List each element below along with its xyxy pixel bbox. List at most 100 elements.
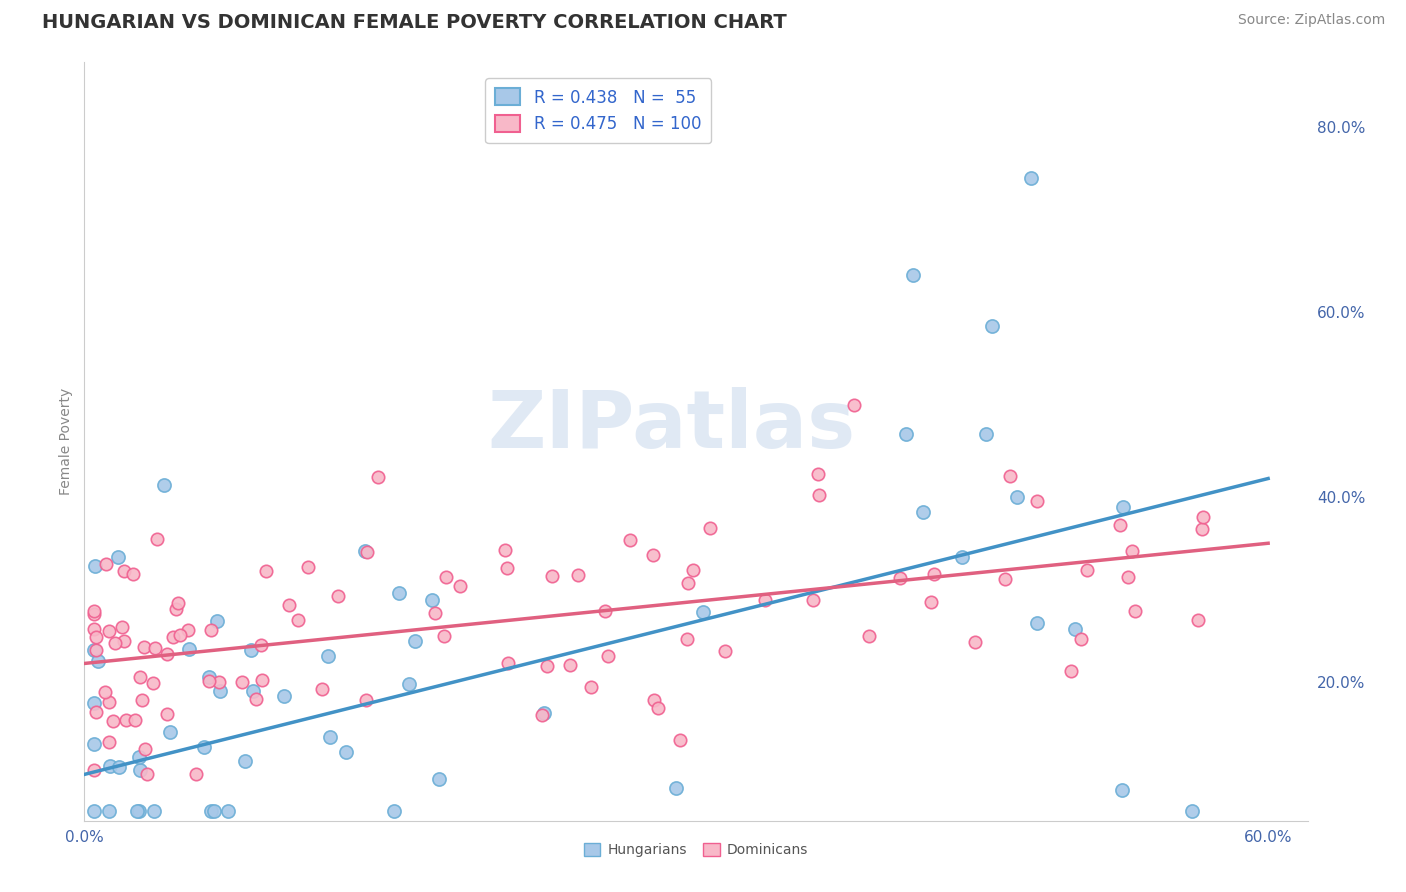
- Point: [87, 654, 110, 668]
- Point: [911, 505, 934, 519]
- Point: [367, 470, 389, 484]
- Point: [193, 740, 215, 755]
- Point: [643, 693, 665, 707]
- Point: [159, 725, 181, 739]
- Point: [97, 805, 120, 819]
- Point: [167, 596, 190, 610]
- Point: [669, 732, 692, 747]
- Point: [177, 624, 200, 638]
- Text: ZIPatlas: ZIPatlas: [488, 387, 856, 466]
- Point: [84, 705, 107, 719]
- Point: [714, 644, 737, 658]
- Point: [901, 268, 924, 282]
- Point: [889, 571, 911, 585]
- Point: [541, 569, 564, 583]
- Point: [998, 469, 1021, 483]
- Point: [647, 701, 669, 715]
- Point: [1192, 509, 1215, 524]
- Point: [98, 695, 121, 709]
- Point: [83, 622, 105, 636]
- Point: [143, 805, 166, 819]
- Point: [165, 602, 187, 616]
- Point: [429, 772, 451, 786]
- Point: [94, 557, 117, 571]
- Point: [129, 763, 152, 777]
- Point: [1025, 493, 1047, 508]
- Point: [1021, 171, 1043, 186]
- Point: [128, 805, 150, 819]
- Point: [920, 595, 942, 609]
- Point: [97, 735, 120, 749]
- Point: [134, 640, 156, 654]
- Point: [233, 754, 256, 768]
- Point: [125, 805, 148, 819]
- Point: [496, 656, 519, 670]
- Point: [641, 549, 664, 563]
- Point: [676, 632, 699, 647]
- Point: [1111, 783, 1133, 797]
- Point: [1116, 570, 1139, 584]
- Point: [318, 649, 340, 664]
- Point: [245, 692, 267, 706]
- Point: [84, 642, 107, 657]
- Point: [423, 606, 446, 620]
- Point: [231, 674, 253, 689]
- Point: [924, 567, 946, 582]
- Point: [146, 533, 169, 547]
- Point: [156, 707, 179, 722]
- Point: [83, 643, 105, 657]
- Point: [104, 636, 127, 650]
- Point: [801, 593, 824, 607]
- Point: [494, 543, 516, 558]
- Text: Source: ZipAtlas.com: Source: ZipAtlas.com: [1237, 13, 1385, 28]
- Point: [205, 614, 228, 628]
- Point: [169, 627, 191, 641]
- Point: [278, 598, 301, 612]
- Point: [115, 713, 138, 727]
- Point: [676, 576, 699, 591]
- Point: [135, 767, 157, 781]
- Point: [894, 426, 917, 441]
- Point: [250, 673, 273, 688]
- Point: [1025, 615, 1047, 630]
- Point: [754, 593, 776, 607]
- Point: [1007, 490, 1029, 504]
- Point: [311, 682, 333, 697]
- Point: [596, 648, 619, 663]
- Point: [273, 689, 295, 703]
- Point: [842, 398, 865, 412]
- Point: [249, 638, 271, 652]
- Point: [143, 640, 166, 655]
- Point: [108, 759, 131, 773]
- Point: [198, 673, 221, 688]
- Point: [297, 560, 319, 574]
- Point: [619, 533, 641, 548]
- Point: [692, 605, 714, 619]
- Point: [156, 647, 179, 661]
- Point: [112, 634, 135, 648]
- Point: [287, 613, 309, 627]
- Point: [131, 693, 153, 707]
- Point: [83, 607, 105, 622]
- Point: [1109, 517, 1132, 532]
- Point: [682, 563, 704, 577]
- Point: [558, 658, 581, 673]
- Point: [356, 545, 378, 559]
- Legend: Hungarians, Dominicans: Hungarians, Dominicans: [578, 838, 814, 863]
- Point: [134, 742, 156, 756]
- Point: [112, 564, 135, 578]
- Point: [449, 579, 471, 593]
- Point: [162, 630, 184, 644]
- Point: [1064, 622, 1087, 636]
- Point: [807, 467, 830, 481]
- Point: [177, 642, 200, 657]
- Point: [1076, 563, 1098, 577]
- Point: [84, 559, 107, 574]
- Point: [208, 675, 231, 690]
- Point: [326, 589, 349, 603]
- Text: HUNGARIAN VS DOMINICAN FEMALE POVERTY CORRELATION CHART: HUNGARIAN VS DOMINICAN FEMALE POVERTY CO…: [42, 13, 787, 32]
- Point: [1191, 522, 1213, 536]
- Point: [93, 684, 115, 698]
- Point: [240, 643, 263, 657]
- Point: [101, 714, 124, 728]
